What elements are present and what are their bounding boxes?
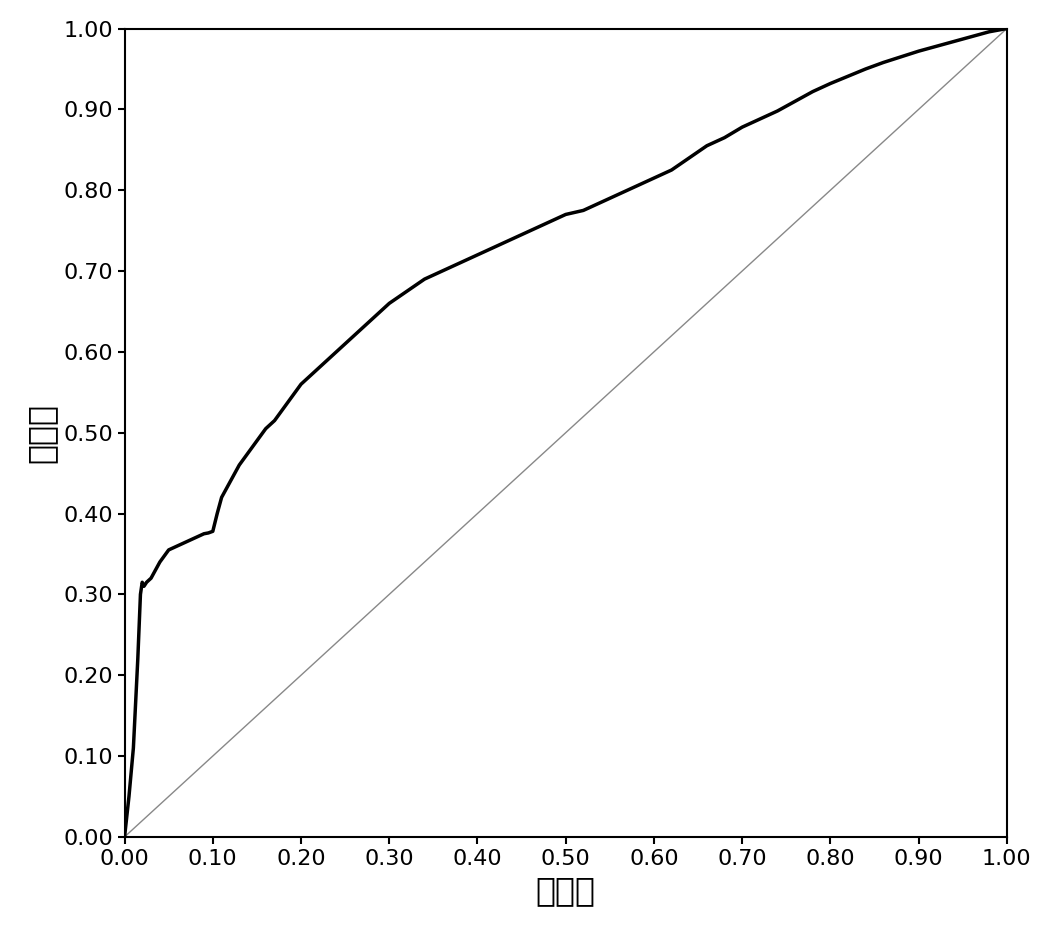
X-axis label: 假阳性: 假阳性 [536,874,596,907]
Y-axis label: 真阳性: 真阳性 [25,402,57,463]
